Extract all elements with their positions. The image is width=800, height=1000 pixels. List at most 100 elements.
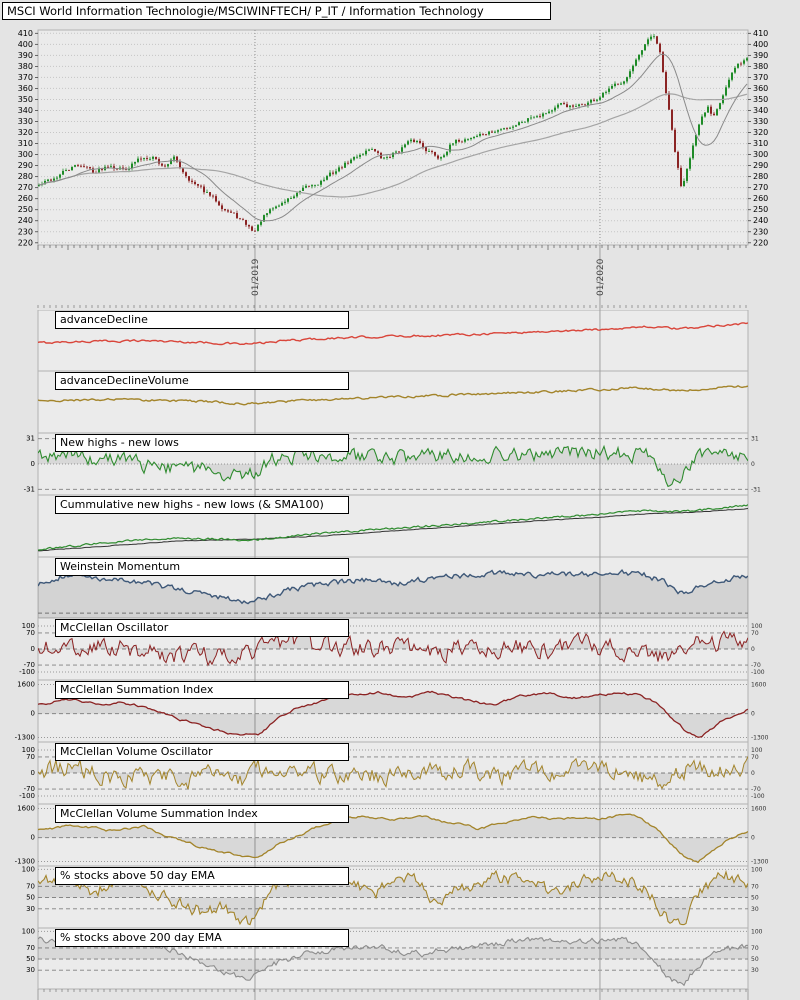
price-chart-svg[interactable]: 410 410 400 400 390 390 380 380 370 370 360 360 350 3… bbox=[0, 0, 800, 310]
mcclellan-summation-index-ytick-right: 0 bbox=[751, 711, 755, 718]
mcclellan-oscillator-ytick-left: 100 bbox=[22, 622, 35, 630]
price-ytick-left: 410 bbox=[18, 29, 33, 38]
mcclellan-volume-summation-index-ytick-left: -1300 bbox=[15, 857, 35, 865]
pct-stocks-above-200-day-ema-line bbox=[38, 935, 748, 987]
mcclellan-volume-oscillator-ytick-left: 100 bbox=[22, 746, 35, 754]
price-ytick-right: 270 bbox=[753, 183, 768, 192]
mcclellan-summation-index-shade bbox=[38, 691, 748, 738]
mcclellan-volume-summation-index-ytick-right: 1600 bbox=[751, 806, 766, 813]
mcclellan-volume-oscillator-label: McClellan Volume Oscillator bbox=[55, 743, 349, 761]
new-highs-new-lows-ytick-right: 0 bbox=[751, 461, 755, 468]
date-label: 01/2019 bbox=[251, 258, 261, 296]
price-ytick-left: 250 bbox=[18, 205, 33, 214]
candlesticks bbox=[38, 33, 748, 232]
cumulative-new-highs-new-lows-line bbox=[38, 504, 748, 551]
price-ytick-right: 380 bbox=[753, 62, 768, 71]
mcclellan-volume-oscillator-ytick-left: 70 bbox=[26, 753, 35, 761]
pct-stocks-above-200-day-ema-ytick-right: 30 bbox=[751, 967, 759, 974]
mcclellan-volume-summation-index-line bbox=[38, 813, 748, 864]
mcclellan-volume-oscillator-ytick-right: -70 bbox=[751, 786, 761, 793]
bottom-axis-strip bbox=[0, 989, 800, 1000]
pct-stocks-above-50-day-ema-shade bbox=[38, 870, 748, 925]
price-ytick-right: 410 bbox=[753, 29, 768, 38]
price-ytick-left: 400 bbox=[18, 40, 33, 49]
cumulative-new-highs-new-lows-label: Cummulative new highs - new lows (& SMA1… bbox=[55, 496, 349, 514]
price-ytick-right: 220 bbox=[753, 238, 768, 247]
new-highs-new-lows-label: New highs - new lows bbox=[55, 434, 349, 452]
price-ytick-right: 310 bbox=[753, 139, 768, 148]
price-ytick-left: 270 bbox=[18, 183, 33, 192]
pct-stocks-above-50-day-ema-ytick-left: 50 bbox=[26, 894, 35, 902]
price-ytick-right: 320 bbox=[753, 128, 768, 137]
chart-title: MSCI World Information Technologie/MSCIW… bbox=[7, 4, 484, 18]
mcclellan-oscillator-ytick-right: 100 bbox=[751, 623, 763, 630]
mcclellan-volume-oscillator-ytick-left: -70 bbox=[24, 785, 35, 793]
mcclellan-volume-summation-index-ytick-right: 0 bbox=[751, 835, 755, 842]
mcclellan-oscillator-ytick-right: 70 bbox=[751, 630, 759, 637]
new-highs-new-lows-ytick-left: 31 bbox=[26, 435, 35, 443]
price-ytick-left: 230 bbox=[18, 227, 33, 236]
pct-stocks-above-50-day-ema-ytick-right: 100 bbox=[751, 866, 763, 873]
price-ytick-right: 330 bbox=[753, 117, 768, 126]
price-ytick-left: 220 bbox=[18, 238, 33, 247]
pct-stocks-above-200-day-ema-shade bbox=[38, 936, 748, 986]
mcclellan-oscillator-ytick-right: -100 bbox=[751, 669, 765, 676]
cumulative-new-highs-new-lows-sma-line bbox=[38, 508, 748, 552]
pct-stocks-above-50-day-ema-label-text: % stocks above 50 day EMA bbox=[60, 869, 215, 882]
pct-stocks-above-50-day-ema-ytick-left: 30 bbox=[26, 905, 35, 913]
price-ytick-left: 330 bbox=[18, 117, 33, 126]
pct-stocks-above-50-day-ema-line bbox=[38, 869, 748, 926]
price-ytick-left: 340 bbox=[18, 106, 33, 115]
price-ytick-right: 250 bbox=[753, 205, 768, 214]
price-ytick-left: 380 bbox=[18, 62, 33, 71]
bottom-axis-svg bbox=[37, 989, 749, 1000]
sma-fast-line bbox=[38, 53, 748, 222]
price-ytick-left: 370 bbox=[18, 73, 33, 82]
mcclellan-summation-index-ytick-right: -1300 bbox=[751, 734, 769, 741]
pct-stocks-above-50-day-ema-ytick-left: 70 bbox=[26, 882, 35, 890]
pct-stocks-above-200-day-ema-ytick-left: 70 bbox=[26, 944, 35, 952]
pct-stocks-above-200-day-ema-ytick-right: 50 bbox=[751, 956, 759, 963]
advance-decline-line bbox=[38, 322, 748, 346]
price-ytick-left: 300 bbox=[18, 150, 33, 159]
price-ytick-right: 260 bbox=[753, 194, 768, 203]
mcclellan-oscillator-ytick-right: 0 bbox=[751, 646, 755, 653]
price-ytick-left: 290 bbox=[18, 161, 33, 170]
sma-slow-line bbox=[38, 93, 748, 198]
pct-stocks-above-200-day-ema-plot[interactable]: 100 100 70 70 50 50 30 30 bbox=[0, 928, 800, 989]
mcclellan-oscillator-label-text: McClellan Oscillator bbox=[60, 621, 169, 634]
new-highs-new-lows-ytick-left: 0 bbox=[31, 460, 35, 468]
advance-decline-volume-label-text: advanceDeclineVolume bbox=[60, 374, 189, 387]
new-highs-new-lows-shade bbox=[38, 446, 748, 487]
mcclellan-oscillator-line bbox=[38, 629, 748, 667]
mcclellan-volume-oscillator-ytick-left: -100 bbox=[19, 792, 35, 800]
mcclellan-volume-oscillator-ytick-left: 0 bbox=[31, 769, 35, 777]
mcclellan-volume-oscillator-line bbox=[38, 756, 748, 790]
price-ytick-left: 280 bbox=[18, 172, 33, 181]
mcclellan-summation-index-ytick-left: 0 bbox=[31, 710, 35, 718]
mcclellan-volume-oscillator-ytick-right: 100 bbox=[751, 747, 763, 754]
weinstein-momentum-area bbox=[38, 570, 748, 618]
pct-stocks-above-50-day-ema-ytick-right: 30 bbox=[751, 906, 759, 913]
advance-decline-volume-label: advanceDeclineVolume bbox=[55, 372, 349, 390]
new-highs-new-lows-ytick-right: 31 bbox=[751, 436, 759, 443]
price-ytick-left: 390 bbox=[18, 51, 33, 60]
price-ytick-right: 240 bbox=[753, 216, 768, 225]
new-highs-new-lows-ytick-right: -31 bbox=[751, 486, 761, 493]
mcclellan-oscillator-ytick-right: -70 bbox=[751, 662, 761, 669]
price-ytick-right: 340 bbox=[753, 106, 768, 115]
pct-stocks-above-50-day-ema-ytick-left: 100 bbox=[22, 866, 35, 873]
mcclellan-volume-summation-index-label: McClellan Volume Summation Index bbox=[55, 805, 349, 823]
mcclellan-volume-summation-index-label-text: McClellan Volume Summation Index bbox=[60, 807, 258, 820]
mcclellan-volume-summation-index-plot[interactable]: 1600 1600 0 0 -1300 -1300 bbox=[0, 804, 800, 866]
price-ytick-right: 360 bbox=[753, 84, 768, 93]
price-ytick-left: 320 bbox=[18, 128, 33, 137]
pct-stocks-above-50-day-ema-ytick-right: 70 bbox=[751, 883, 759, 890]
main-price-chart[interactable]: 410 410 400 400 390 390 380 380 370 370 360 360 350 3… bbox=[0, 0, 800, 310]
mcclellan-volume-oscillator-shade bbox=[38, 756, 748, 790]
price-ytick-right: 400 bbox=[753, 40, 768, 49]
price-ytick-right: 350 bbox=[753, 95, 768, 104]
price-ytick-right: 280 bbox=[753, 172, 768, 181]
price-ytick-right: 390 bbox=[753, 51, 768, 60]
chart-title-box: MSCI World Information Technologie/MSCIW… bbox=[2, 2, 551, 20]
